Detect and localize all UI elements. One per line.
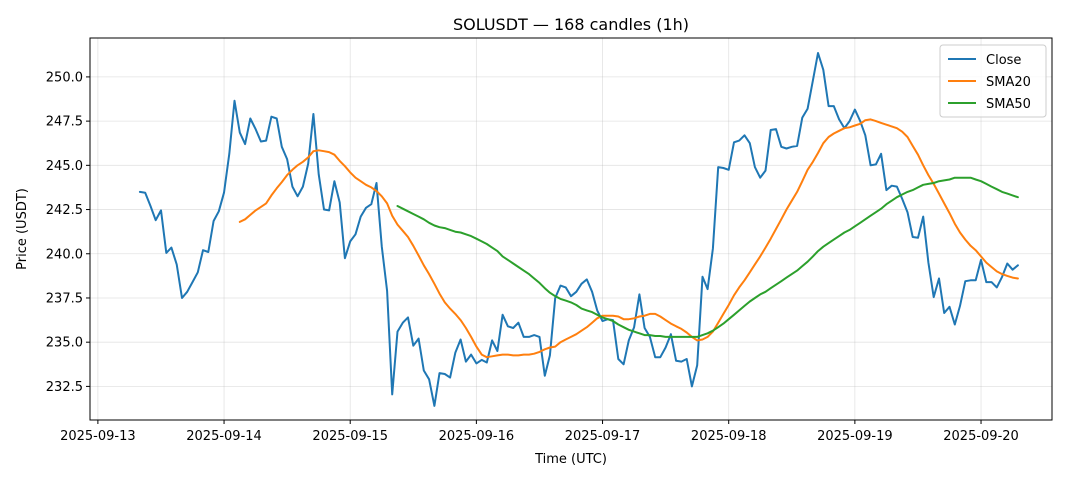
series-line-sma50	[396, 176, 1019, 338]
y-tick-label: 250.0	[46, 70, 83, 85]
y-tick-label: 232.5	[46, 380, 83, 395]
legend: Close SMA20 SMA50	[939, 44, 1047, 118]
x-tick-label: 2025-09-20	[943, 429, 1019, 444]
legend-box	[939, 44, 1047, 118]
legend-label: SMA20	[986, 75, 1031, 90]
y-tick-label: 242.5	[46, 203, 83, 218]
x-tick-label: 2025-09-16	[439, 429, 515, 444]
y-tick-label: 237.5	[46, 291, 83, 306]
legend-label: SMA50	[986, 97, 1031, 112]
y-tick-label: 247.5	[46, 115, 83, 130]
x-tick-label: 2025-09-15	[312, 429, 388, 444]
x-axis: 2025-09-13 2025-09-14 2025-09-15 2025-09-16…	[60, 420, 1019, 444]
plot-frame	[89, 37, 1053, 421]
y-axis-label: Price (USDT)	[15, 188, 30, 270]
y-tick-label: 235.0	[46, 336, 83, 351]
legend-label: Close	[986, 53, 1021, 68]
chart-title: SOLUSDT — 168 candles (1h)	[453, 15, 689, 34]
y-tick-label: 245.0	[46, 159, 83, 174]
series-lines	[138, 52, 1019, 407]
x-tick-label: 2025-09-13	[60, 429, 136, 444]
x-tick-label: 2025-09-14	[186, 429, 262, 444]
grid	[90, 38, 1052, 420]
x-tick-label: 2025-09-18	[691, 429, 767, 444]
series-line-sma20	[238, 118, 1019, 359]
x-tick-label: 2025-09-19	[817, 429, 893, 444]
series-line-close	[138, 52, 1019, 407]
x-tick-label: 2025-09-17	[565, 429, 641, 444]
x-axis-label: Time (UTC)	[534, 452, 607, 467]
y-tick-label: 240.0	[46, 247, 83, 262]
y-axis: 232.5 235.0 237.5 240.0 242.5 245.0 247.5 250.0	[46, 70, 90, 395]
